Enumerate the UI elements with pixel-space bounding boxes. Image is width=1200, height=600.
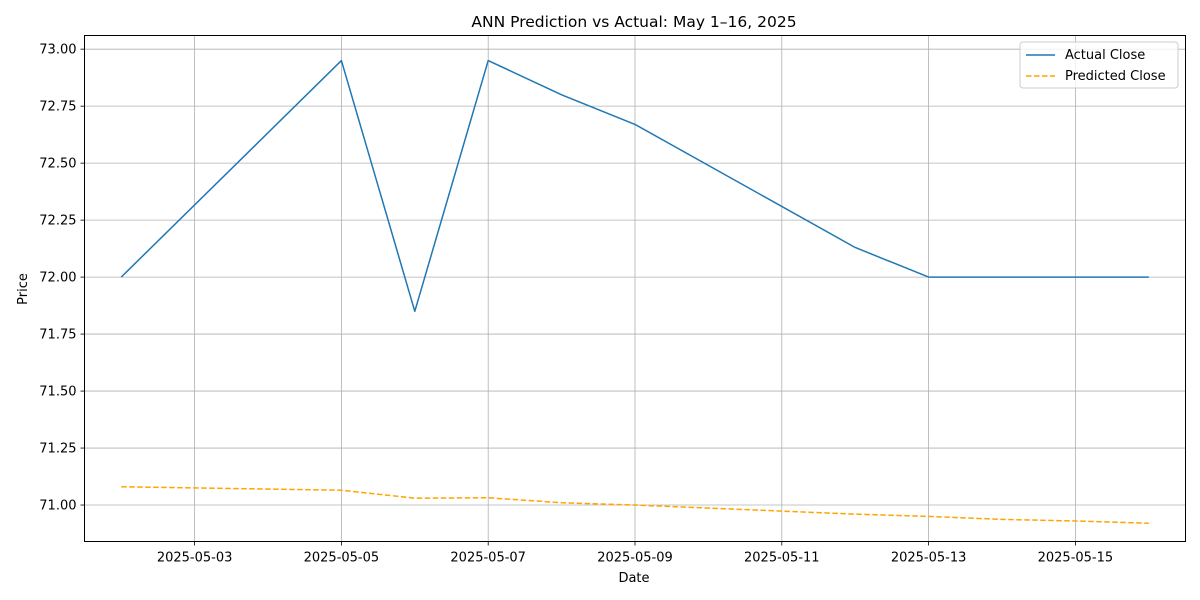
x-axis: 2025-05-03 2025-05-05 2025-05-07 2025-05-09…	[157, 541, 1114, 566]
series-layer	[120, 59, 1149, 525]
chart-title: ANN Prediction vs Actual: May 1–16, 2025	[471, 13, 796, 31]
y-tick-label: 71.25	[39, 442, 76, 457]
y-tick-label: 71.75	[39, 328, 76, 343]
y-tick-label: 72.75	[39, 100, 76, 115]
series-line-predicted-close	[121, 486, 1149, 525]
legend-label-predicted: Predicted Close	[1065, 69, 1166, 84]
y-tick-label: 72.25	[39, 214, 76, 229]
x-tick-label: 2025-05-03	[157, 551, 233, 566]
legend-frame	[1019, 41, 1179, 89]
y-tick-label: 72.00	[39, 271, 76, 286]
y-axis: 71.00 71.25 71.50 71.75 72.00 72.25 72.50 72.75…	[39, 43, 85, 514]
y-axis-label: Price	[16, 273, 31, 305]
grid-lines	[84, 35, 1186, 542]
y-tick-label: 73.00	[39, 43, 76, 58]
x-tick-label: 2025-05-07	[450, 551, 526, 566]
legend-label-actual: Actual Close	[1065, 48, 1145, 63]
x-tick-label: 2025-05-15	[1038, 551, 1114, 566]
x-axis-label: Date	[618, 571, 649, 586]
y-tick-label: 72.50	[39, 157, 76, 172]
legend: Actual Close Predicted Close	[1019, 41, 1179, 89]
y-tick-label: 71.00	[39, 499, 76, 514]
series-line-actual-close	[120, 59, 1149, 313]
x-tick-label: 2025-05-13	[891, 551, 967, 566]
x-tick-label: 2025-05-11	[744, 551, 820, 566]
x-tick-label: 2025-05-05	[304, 551, 380, 566]
x-tick-label: 2025-05-09	[597, 551, 673, 566]
y-tick-label: 71.50	[39, 385, 76, 400]
